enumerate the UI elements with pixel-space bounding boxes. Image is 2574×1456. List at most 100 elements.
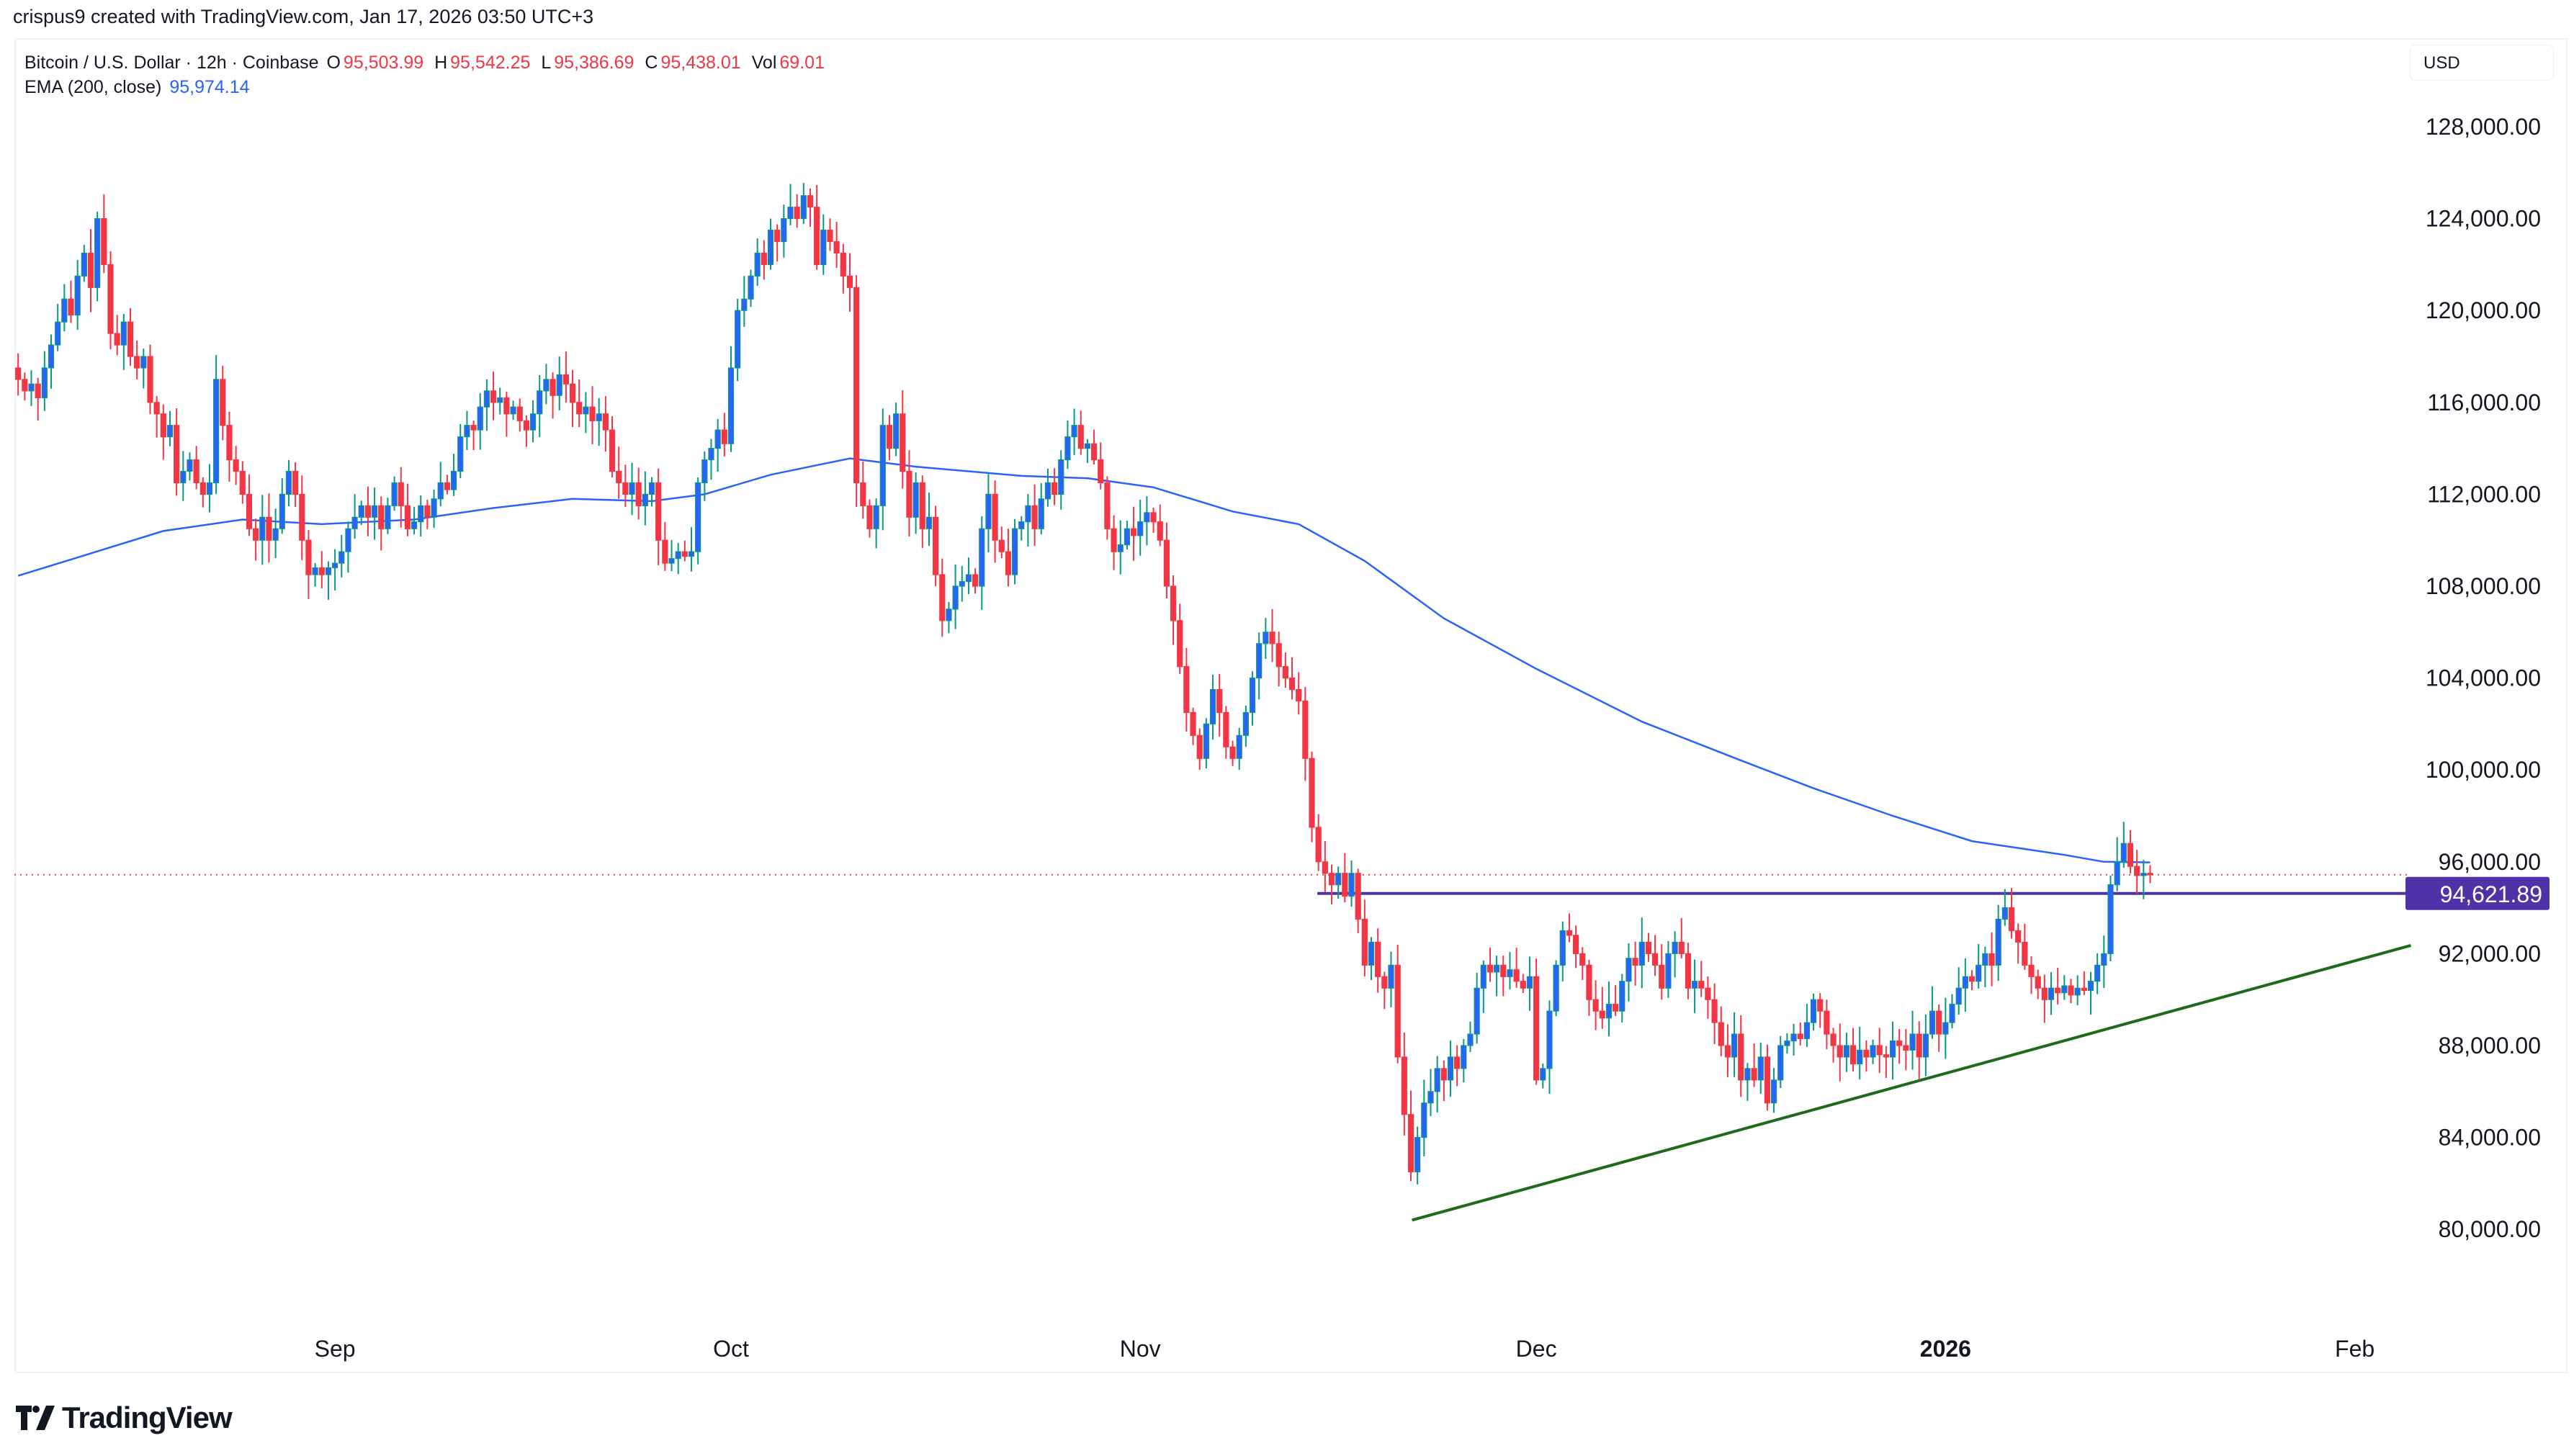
candle-body <box>1995 918 2001 966</box>
candle <box>787 184 794 225</box>
candle-body <box>814 207 820 265</box>
candle-body <box>827 229 833 243</box>
candle-body <box>2134 866 2140 876</box>
candle-body <box>55 321 61 346</box>
ema-label[interactable]: EMA (200, close) <box>24 77 162 97</box>
candle-body <box>992 493 998 541</box>
candle-body <box>1025 505 1031 523</box>
candle <box>1309 751 1315 842</box>
candle <box>1025 494 1031 547</box>
candle <box>516 398 523 432</box>
candle-body <box>1401 1056 1407 1115</box>
candle <box>846 253 853 312</box>
candle <box>464 410 470 450</box>
candle-body <box>655 482 662 541</box>
candle-body <box>562 374 569 385</box>
candle <box>318 551 325 589</box>
candle-body <box>893 413 900 449</box>
candle <box>378 496 385 551</box>
candle-body <box>675 551 681 560</box>
candle-body <box>2061 985 2068 994</box>
candle-body <box>127 321 134 357</box>
ema-value: 95,974.14 <box>169 77 250 97</box>
candle-body <box>206 482 213 495</box>
candle-body <box>259 516 266 541</box>
x-tick-label: Feb <box>2335 1336 2375 1362</box>
candle-body <box>1678 941 1685 954</box>
candle-body <box>681 551 688 557</box>
candle-body <box>1474 987 1480 1035</box>
candle <box>1461 1038 1467 1083</box>
candle-body <box>285 470 292 495</box>
candle <box>1586 960 1592 1016</box>
candle <box>2028 956 2035 994</box>
candle <box>22 372 28 401</box>
candle-body <box>364 505 372 518</box>
low-label: L <box>541 53 552 73</box>
candle-body <box>1863 1049 1870 1058</box>
candle-body <box>1461 1045 1467 1069</box>
candle-body <box>853 287 860 484</box>
candle-body <box>1936 1010 1942 1035</box>
candle-body <box>919 482 925 529</box>
candle-body <box>516 406 523 421</box>
candle-body <box>1084 443 1091 449</box>
candle <box>1632 941 1638 986</box>
candle-body <box>840 252 846 277</box>
candle-body <box>1375 941 1381 977</box>
candle-body <box>787 207 794 220</box>
candle-body <box>1421 1102 1427 1138</box>
candle-body <box>1507 969 1513 977</box>
y-tick-label: 96,000.00 <box>2439 849 2541 875</box>
candle-body <box>253 528 259 541</box>
candle-body <box>866 505 873 529</box>
candle-body <box>1302 700 1309 759</box>
candle <box>537 374 543 438</box>
close-value: 95,438.01 <box>660 53 741 73</box>
candle-body <box>1533 976 1540 1081</box>
candle-body <box>1803 1022 1810 1040</box>
candle-body <box>166 425 174 438</box>
candle-body <box>1685 953 1692 989</box>
candle <box>364 486 372 536</box>
candle <box>1889 1021 1896 1080</box>
candle <box>1962 958 1968 1012</box>
candle <box>1724 1024 1731 1077</box>
candle-body <box>2048 987 2055 1000</box>
candle-body <box>662 539 668 564</box>
candle <box>912 472 919 534</box>
candle-body <box>1480 964 1486 989</box>
candle <box>681 540 688 562</box>
candle-body <box>345 528 351 552</box>
candle-body <box>1744 1068 1751 1081</box>
candle-body <box>1698 981 1705 989</box>
candle-body <box>1553 964 1559 1012</box>
high-value: 95,542.25 <box>450 53 531 73</box>
candle <box>873 498 879 549</box>
candle-body <box>1632 958 1638 966</box>
candle <box>101 194 107 274</box>
candle <box>695 477 701 565</box>
candle <box>1982 946 1988 987</box>
candle <box>431 489 437 529</box>
candle <box>1407 1090 1414 1182</box>
candle <box>1368 937 1375 980</box>
candle <box>979 516 985 610</box>
candle <box>933 505 939 587</box>
candle-body <box>1315 827 1322 863</box>
candle-body <box>735 310 741 369</box>
candle-body <box>629 482 635 495</box>
candle <box>2147 865 2153 884</box>
candle-body <box>714 429 721 449</box>
candle-body <box>450 470 457 490</box>
candle-body <box>444 482 451 490</box>
symbol-title[interactable]: Bitcoin / U.S. Dollar · 12h · Coinbase <box>24 53 319 73</box>
candle <box>1275 632 1282 687</box>
candle-body <box>1328 873 1335 886</box>
currency-button[interactable]: USD <box>2410 45 2554 81</box>
candle <box>1976 944 1982 989</box>
candle-body <box>616 470 622 484</box>
candle-body <box>187 459 193 472</box>
candle <box>1064 420 1071 469</box>
